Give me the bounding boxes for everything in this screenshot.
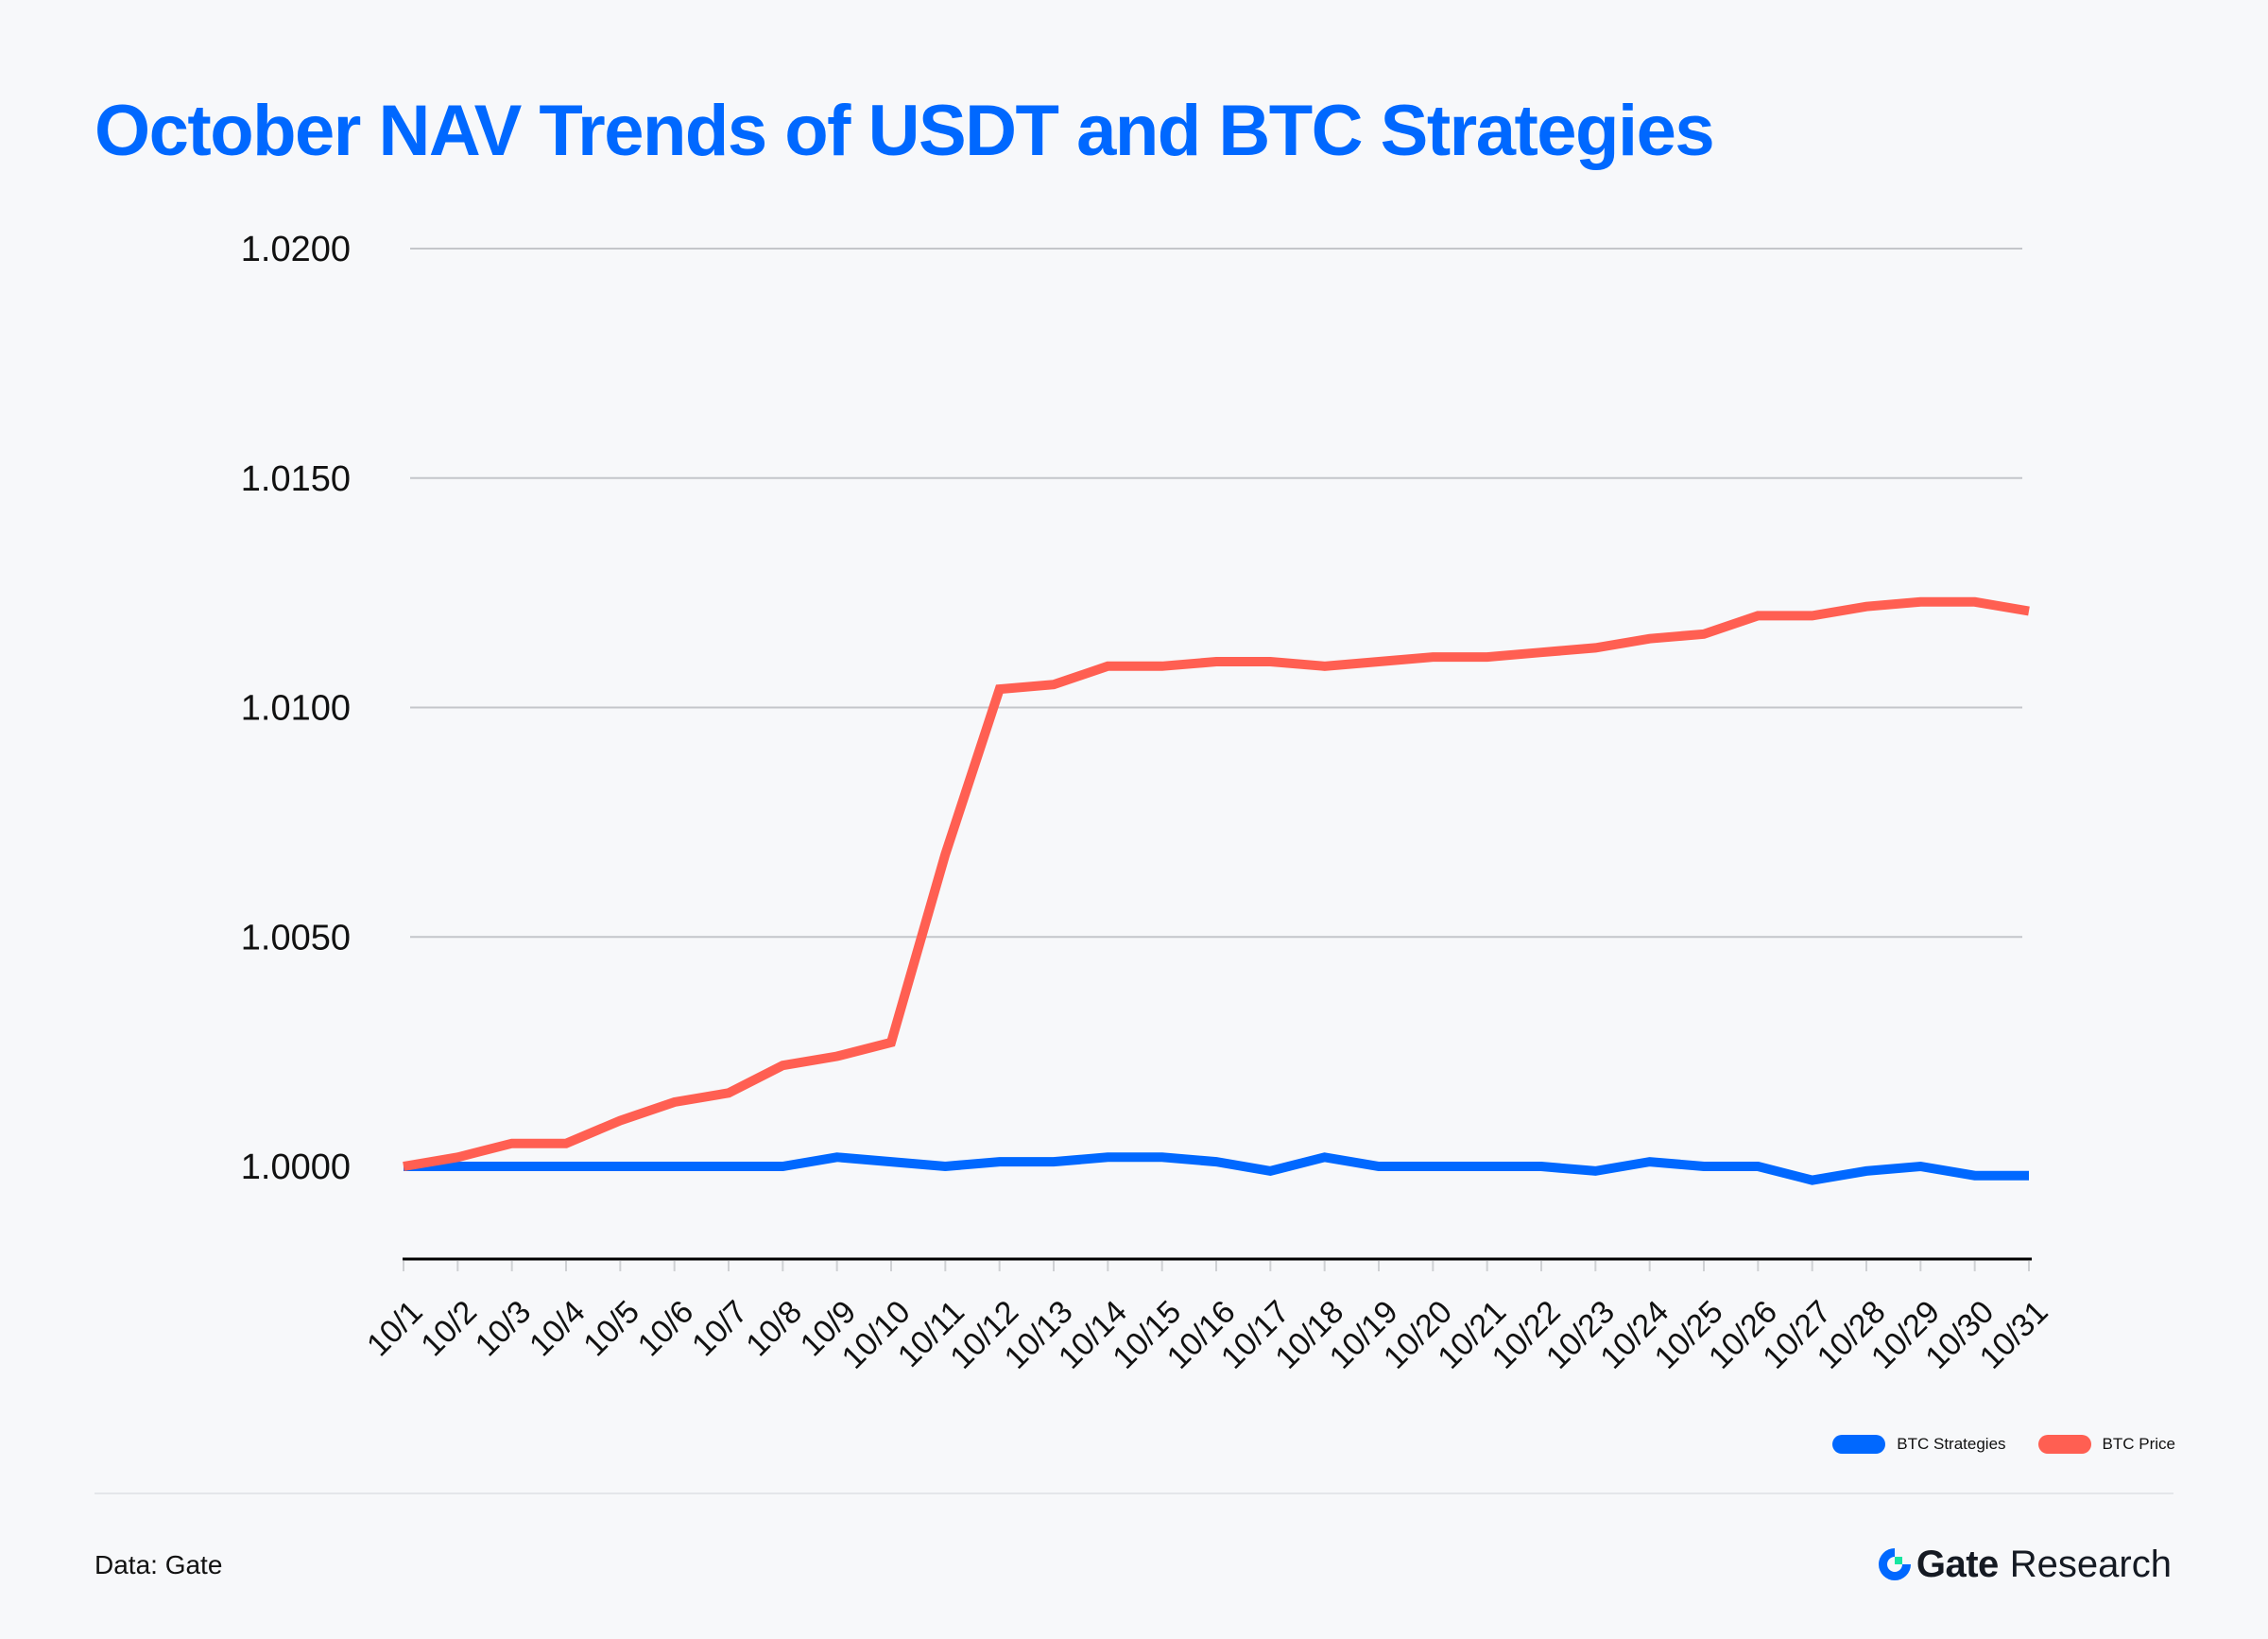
y-tick-label: 1.0150: [241, 459, 351, 499]
series-line-btc-price: [403, 596, 2030, 1171]
x-tick-label: 10/2: [414, 1294, 484, 1364]
legend-label: BTC Price: [2102, 1435, 2175, 1453]
legend-item-btc-price[interactable]: BTC Price: [2037, 1435, 2175, 1454]
gate-logo-icon: [1878, 1548, 1911, 1580]
brand-suffix: Research: [2009, 1543, 2172, 1585]
brand-logo: Gate Research: [1877, 1541, 2172, 1588]
legend-swatch-btc-price: [2037, 1435, 2091, 1454]
legend-label: BTC Strategies: [1897, 1435, 2006, 1453]
legend-swatch-btc-strategies: [1832, 1435, 1886, 1454]
legend-item-btc-strategies[interactable]: BTC Strategies: [1832, 1435, 2006, 1454]
x-tick-label: 10/7: [685, 1294, 755, 1364]
x-tick-label: 10/4: [523, 1294, 593, 1364]
y-tick-label: 1.0050: [241, 918, 351, 958]
brand-name: Gate: [1916, 1543, 1999, 1585]
y-axis-labels: 1.0000 1.0050 1.0100 1.0150 1.0200: [241, 230, 351, 1187]
data-source: Data: Gate: [94, 1550, 223, 1579]
y-tick-label: 1.0000: [241, 1147, 351, 1187]
y-tick-label: 1.0100: [241, 689, 351, 729]
x-axis-labels: 10/110/210/310/410/510/610/710/810/910/1…: [360, 1294, 2055, 1376]
series-line-btc-strategies: [404, 1152, 2029, 1185]
grid-lines: [410, 248, 2022, 939]
x-tick-label: 10/1: [360, 1294, 430, 1364]
x-tick-label: 10/8: [739, 1294, 809, 1364]
x-tick-label: 10/3: [469, 1294, 539, 1364]
legend: BTC Strategies BTC Price: [1800, 1435, 2175, 1454]
footer-divider: [94, 1492, 2174, 1494]
chart-title: October NAV Trends of USDT and BTC Strat…: [94, 91, 1715, 171]
series-lines: [403, 596, 2030, 1185]
x-tick-label: 10/6: [631, 1294, 701, 1364]
y-tick-label: 1.0200: [241, 230, 351, 269]
x-axis: [403, 1257, 2032, 1271]
x-tick-label: 10/5: [576, 1294, 646, 1364]
